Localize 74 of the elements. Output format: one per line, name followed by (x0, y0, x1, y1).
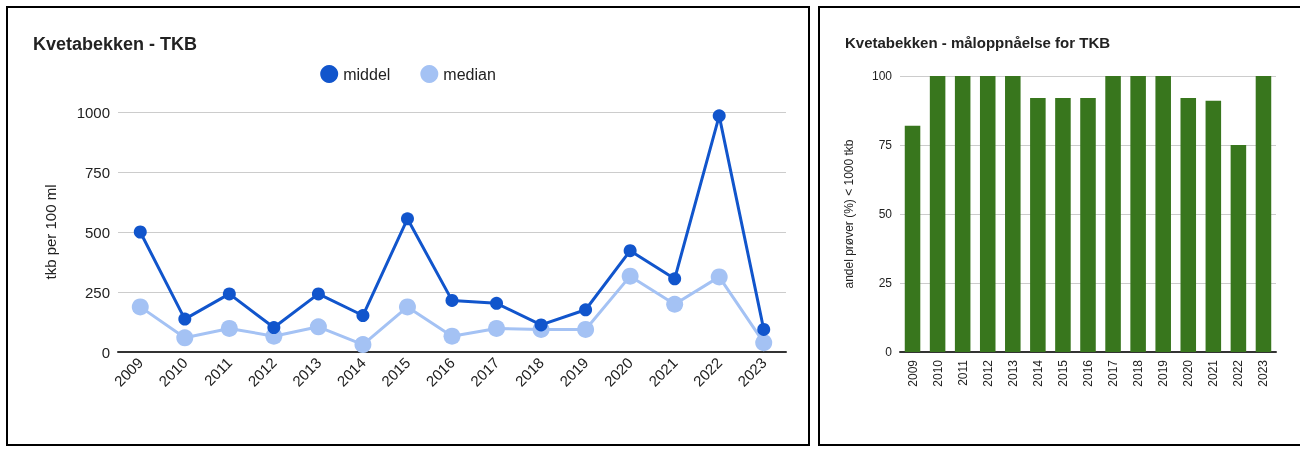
x-tick-label: 2016 (1081, 359, 1095, 387)
x-tick-label: 2010 (930, 359, 945, 387)
point (133, 225, 147, 239)
x-tick-label: 2017 (1106, 359, 1121, 387)
x-tick-label: 2013 (1005, 359, 1020, 387)
y-tick-label: 25 (878, 276, 893, 290)
point (176, 329, 194, 347)
point (712, 109, 726, 123)
y-tick-label: 75 (878, 138, 893, 152)
bar (1180, 98, 1197, 352)
point (131, 298, 149, 316)
x-tick-label: 2012 (980, 359, 995, 387)
bar (1080, 98, 1096, 352)
x-tick-label: 2019 (1156, 359, 1171, 387)
point (354, 336, 372, 354)
y-tick-label: 1000 (76, 103, 110, 121)
y-tick-label: 100 (871, 69, 893, 83)
bar (904, 125, 921, 352)
point (222, 287, 236, 301)
point (220, 319, 238, 337)
bar (1230, 145, 1247, 352)
point (488, 319, 506, 337)
point (311, 287, 325, 301)
point (398, 298, 416, 316)
y-tick-label: 0 (101, 343, 110, 361)
legend-label: middel (343, 65, 391, 83)
x-tick-label: 2023 (1256, 359, 1271, 387)
x-tick-label: 2015 (1055, 359, 1070, 387)
bar (1005, 76, 1021, 352)
point (623, 244, 637, 258)
point (755, 334, 773, 352)
bar (1255, 76, 1272, 352)
x-tick-label: 2022 (1231, 359, 1246, 387)
point (666, 295, 684, 313)
x-tick-label: 2011 (955, 359, 970, 386)
y-tick-label: 50 (878, 207, 893, 221)
point (534, 318, 548, 332)
chart-title: Kvetabekken - TKB (33, 34, 198, 54)
point (577, 320, 595, 338)
point (710, 268, 728, 286)
point (757, 322, 771, 336)
bar (1155, 76, 1171, 352)
point (490, 296, 504, 310)
point (356, 309, 370, 323)
point (579, 303, 593, 317)
y-tick-label: 0 (885, 345, 893, 359)
point (668, 272, 682, 286)
bar (1205, 100, 1222, 352)
y-tick-label: 250 (84, 283, 110, 301)
y-tick-label: 750 (84, 163, 110, 181)
point (178, 312, 192, 326)
bar (1105, 76, 1121, 352)
point (621, 267, 639, 285)
x-tick-label: 2020 (1181, 359, 1196, 387)
x-tick-label: 2009 (905, 359, 920, 387)
y-axis-title: tkb per 100 ml (42, 184, 59, 280)
y-axis-title: andel prøver (%) < 1000 tkb (842, 139, 856, 289)
bar (929, 76, 946, 352)
bar (954, 76, 971, 352)
chart-title: Kvetabekken - måloppnåelse for TKB (845, 34, 1111, 51)
x-tick-label: 2014 (1030, 359, 1045, 387)
x-tick-label: 2018 (1131, 359, 1146, 387)
y-tick-label: 500 (84, 223, 110, 241)
point (400, 212, 414, 226)
point (267, 321, 281, 335)
point (445, 293, 459, 307)
bar (1055, 98, 1071, 352)
bar (1130, 76, 1146, 352)
legend-label: median (443, 65, 496, 83)
bar (1030, 98, 1046, 352)
point (443, 327, 461, 345)
point (309, 318, 327, 336)
x-tick-label: 2021 (1206, 359, 1221, 387)
bar (979, 76, 996, 352)
